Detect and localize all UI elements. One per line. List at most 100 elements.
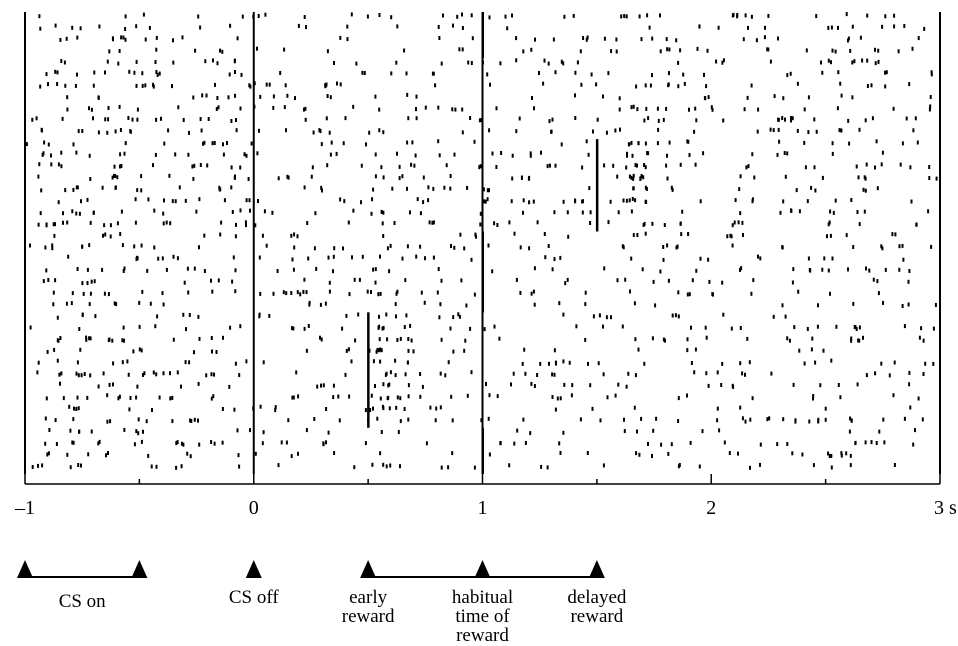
spike-mark (688, 107, 690, 112)
spike-mark (757, 107, 760, 112)
spike-mark (831, 151, 834, 156)
spike-mark (42, 151, 45, 156)
burst-spike-mark (625, 198, 628, 203)
spike-mark (924, 361, 927, 366)
spike-mark (198, 197, 201, 202)
spike-mark (346, 37, 349, 42)
spike-mark (219, 232, 222, 237)
spike-mark (615, 37, 618, 42)
spike-mark (315, 266, 318, 271)
spike-mark (424, 105, 427, 110)
spike-mark (616, 278, 619, 283)
spike-mark (50, 162, 53, 167)
spike-mark (746, 95, 749, 100)
spike-mark (638, 14, 641, 19)
spike-mark (495, 106, 498, 111)
spike-mark (419, 244, 422, 249)
spike-mark (907, 302, 910, 307)
spike-mark (434, 83, 437, 88)
spike-mark (203, 233, 206, 238)
spike-mark (191, 164, 194, 169)
spike-mark (718, 428, 721, 433)
spike-mark (705, 371, 708, 376)
spike-mark (198, 336, 201, 341)
spike-mark (554, 407, 557, 412)
spike-mark (86, 197, 89, 202)
spike-mark (202, 141, 204, 146)
spike-mark (770, 371, 773, 376)
spike-mark (378, 128, 381, 133)
spike-mark (299, 292, 302, 297)
spike-mark (715, 59, 718, 64)
spike-mark (674, 313, 677, 318)
spike-mark (748, 360, 751, 365)
spike-mark (874, 371, 877, 376)
spike-mark (239, 165, 242, 170)
burst-spike-mark (372, 359, 375, 364)
spike-mark (77, 406, 80, 411)
spike-mark (862, 187, 865, 192)
spike-mark (615, 49, 618, 54)
spike-mark (310, 174, 313, 179)
spike-mark (620, 14, 623, 19)
spike-mark (750, 291, 753, 296)
spike-mark (241, 14, 244, 19)
spike-mark (347, 220, 350, 225)
spike-mark (327, 255, 330, 260)
spike-mark (769, 127, 772, 132)
spike-mark (849, 463, 852, 468)
burst-spike-mark (407, 348, 410, 353)
spike-mark (135, 59, 138, 64)
spike-mark (540, 464, 543, 469)
spike-mark (268, 313, 271, 318)
spike-mark (453, 152, 456, 157)
spike-mark (513, 441, 516, 446)
spike-mark (107, 451, 109, 455)
spike-mark (508, 463, 511, 468)
spike-mark (830, 25, 833, 30)
spike-mark (934, 303, 937, 307)
burst-spike-mark (394, 373, 397, 378)
spike-mark (554, 163, 557, 168)
spike-mark (901, 304, 904, 308)
spike-mark (285, 291, 288, 296)
spike-mark (268, 82, 271, 87)
spike-mark (112, 382, 114, 387)
spike-mark (566, 277, 569, 282)
spike-mark (372, 406, 374, 411)
spike-mark (194, 48, 197, 53)
spike-mark (393, 221, 396, 225)
spike-mark (134, 220, 137, 225)
spike-mark (592, 129, 594, 134)
spike-mark (47, 82, 49, 87)
spike-mark (630, 209, 633, 214)
spike-mark (831, 141, 834, 146)
spike-mark (632, 233, 635, 238)
spike-mark (574, 199, 577, 204)
spike-mark (155, 35, 158, 40)
spike-mark (186, 266, 189, 271)
spike-mark (679, 221, 682, 226)
spike-mark (25, 142, 28, 147)
spike-mark (214, 82, 216, 87)
spike-mark (350, 359, 353, 364)
spike-mark (755, 38, 758, 43)
spike-mark (927, 209, 930, 214)
spike-mark (918, 335, 921, 340)
spike-mark (708, 279, 711, 284)
spike-mark (614, 128, 617, 133)
spike-mark (440, 278, 443, 283)
burst-spike-mark (647, 151, 650, 156)
spike-mark (135, 83, 138, 88)
spike-mark (52, 302, 55, 307)
spike-mark (786, 336, 789, 341)
spike-mark (851, 24, 854, 29)
reward-mark (367, 312, 370, 428)
spike-mark (62, 220, 64, 225)
spike-mark (230, 165, 233, 170)
spike-mark (407, 116, 410, 121)
spike-mark (823, 256, 826, 261)
spike-mark (786, 73, 789, 78)
spike-mark (245, 359, 248, 364)
spike-mark (617, 210, 620, 215)
